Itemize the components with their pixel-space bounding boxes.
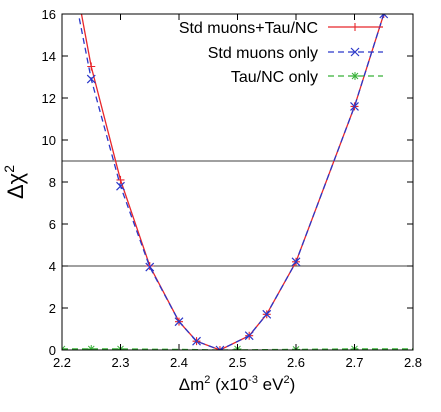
- data-point: [350, 47, 360, 57]
- data-point: [145, 262, 154, 270]
- x-axis-label: Δm2 (x10-3 eV2): [179, 374, 296, 394]
- data-point: [350, 101, 359, 111]
- y-tick-label: 6: [49, 217, 56, 232]
- ticks-layer: 2.2 2.3 2.4 2.5 2.6 2.7 2.8 0 2 4 6 8 10 12 14 16: [42, 7, 423, 370]
- series-line-1: [77, 14, 385, 350]
- x-axis-label-rest: (x10: [210, 375, 248, 394]
- data-point: [116, 175, 125, 184]
- series-2: [62, 344, 413, 350]
- data-point: [215, 345, 225, 350]
- y-tick-label: 0: [49, 343, 56, 358]
- data-point: [215, 346, 224, 350]
- data-point: [262, 309, 272, 319]
- data-point: [379, 14, 388, 18]
- legend-label-1: Std muons only: [208, 45, 318, 62]
- y-tick-label: 14: [42, 49, 56, 64]
- x-axis-label-sup: 2: [204, 374, 210, 386]
- y-axis-label-main: Δχ: [3, 172, 28, 199]
- legend: Std muons+Tau/NC Std muons only Tau/NC onl…: [179, 20, 383, 86]
- data-point: [192, 336, 201, 346]
- x-tick-label: 2.6: [287, 355, 305, 370]
- y-axis-label: Δχ2: [1, 165, 28, 199]
- legend-label-0: Std muons+Tau/NC: [179, 20, 318, 37]
- data-point: [244, 331, 254, 341]
- x-tick-label: 2.7: [345, 355, 363, 370]
- y-tick-label: 12: [42, 91, 56, 106]
- data-point: [351, 23, 359, 31]
- data-point: [379, 14, 389, 19]
- reference-lines: [62, 160, 413, 267]
- data-point: [87, 344, 96, 350]
- plot-frame: [61, 13, 414, 351]
- y-tick-label: 10: [42, 133, 56, 148]
- x-tick-label: 2.4: [170, 355, 188, 370]
- data-point: [87, 62, 96, 71]
- y-tick-label: 2: [49, 301, 56, 316]
- x-axis-label-unit-sup: 2: [283, 374, 289, 386]
- x-axis-label-unit: eV: [258, 375, 284, 394]
- x-tick-label: 2.3: [111, 355, 129, 370]
- legend-label-2: Tau/NC only: [231, 69, 318, 86]
- data-point: [291, 257, 301, 267]
- x-axis-label-exp: -3: [248, 374, 258, 386]
- x-tick-label: 2.8: [404, 355, 422, 370]
- y-tick-label: 8: [49, 175, 56, 190]
- y-tick-label: 16: [42, 7, 56, 22]
- series-1: [77, 14, 389, 350]
- x-tick-label: 2.2: [53, 355, 71, 370]
- x-axis-label-main: Δm: [179, 375, 205, 394]
- data-point: [145, 262, 155, 272]
- series-layer: [62, 14, 413, 350]
- y-tick-label: 4: [49, 259, 56, 274]
- x-axis-label-close: ): [290, 375, 296, 394]
- data-point: [174, 317, 184, 327]
- series-line-2: [62, 348, 413, 350]
- x-tick-label: 2.5: [228, 355, 246, 370]
- data-point: [116, 181, 125, 191]
- data-point: [86, 74, 96, 84]
- y-axis-label-sup: 2: [1, 165, 17, 173]
- data-point: [351, 72, 359, 80]
